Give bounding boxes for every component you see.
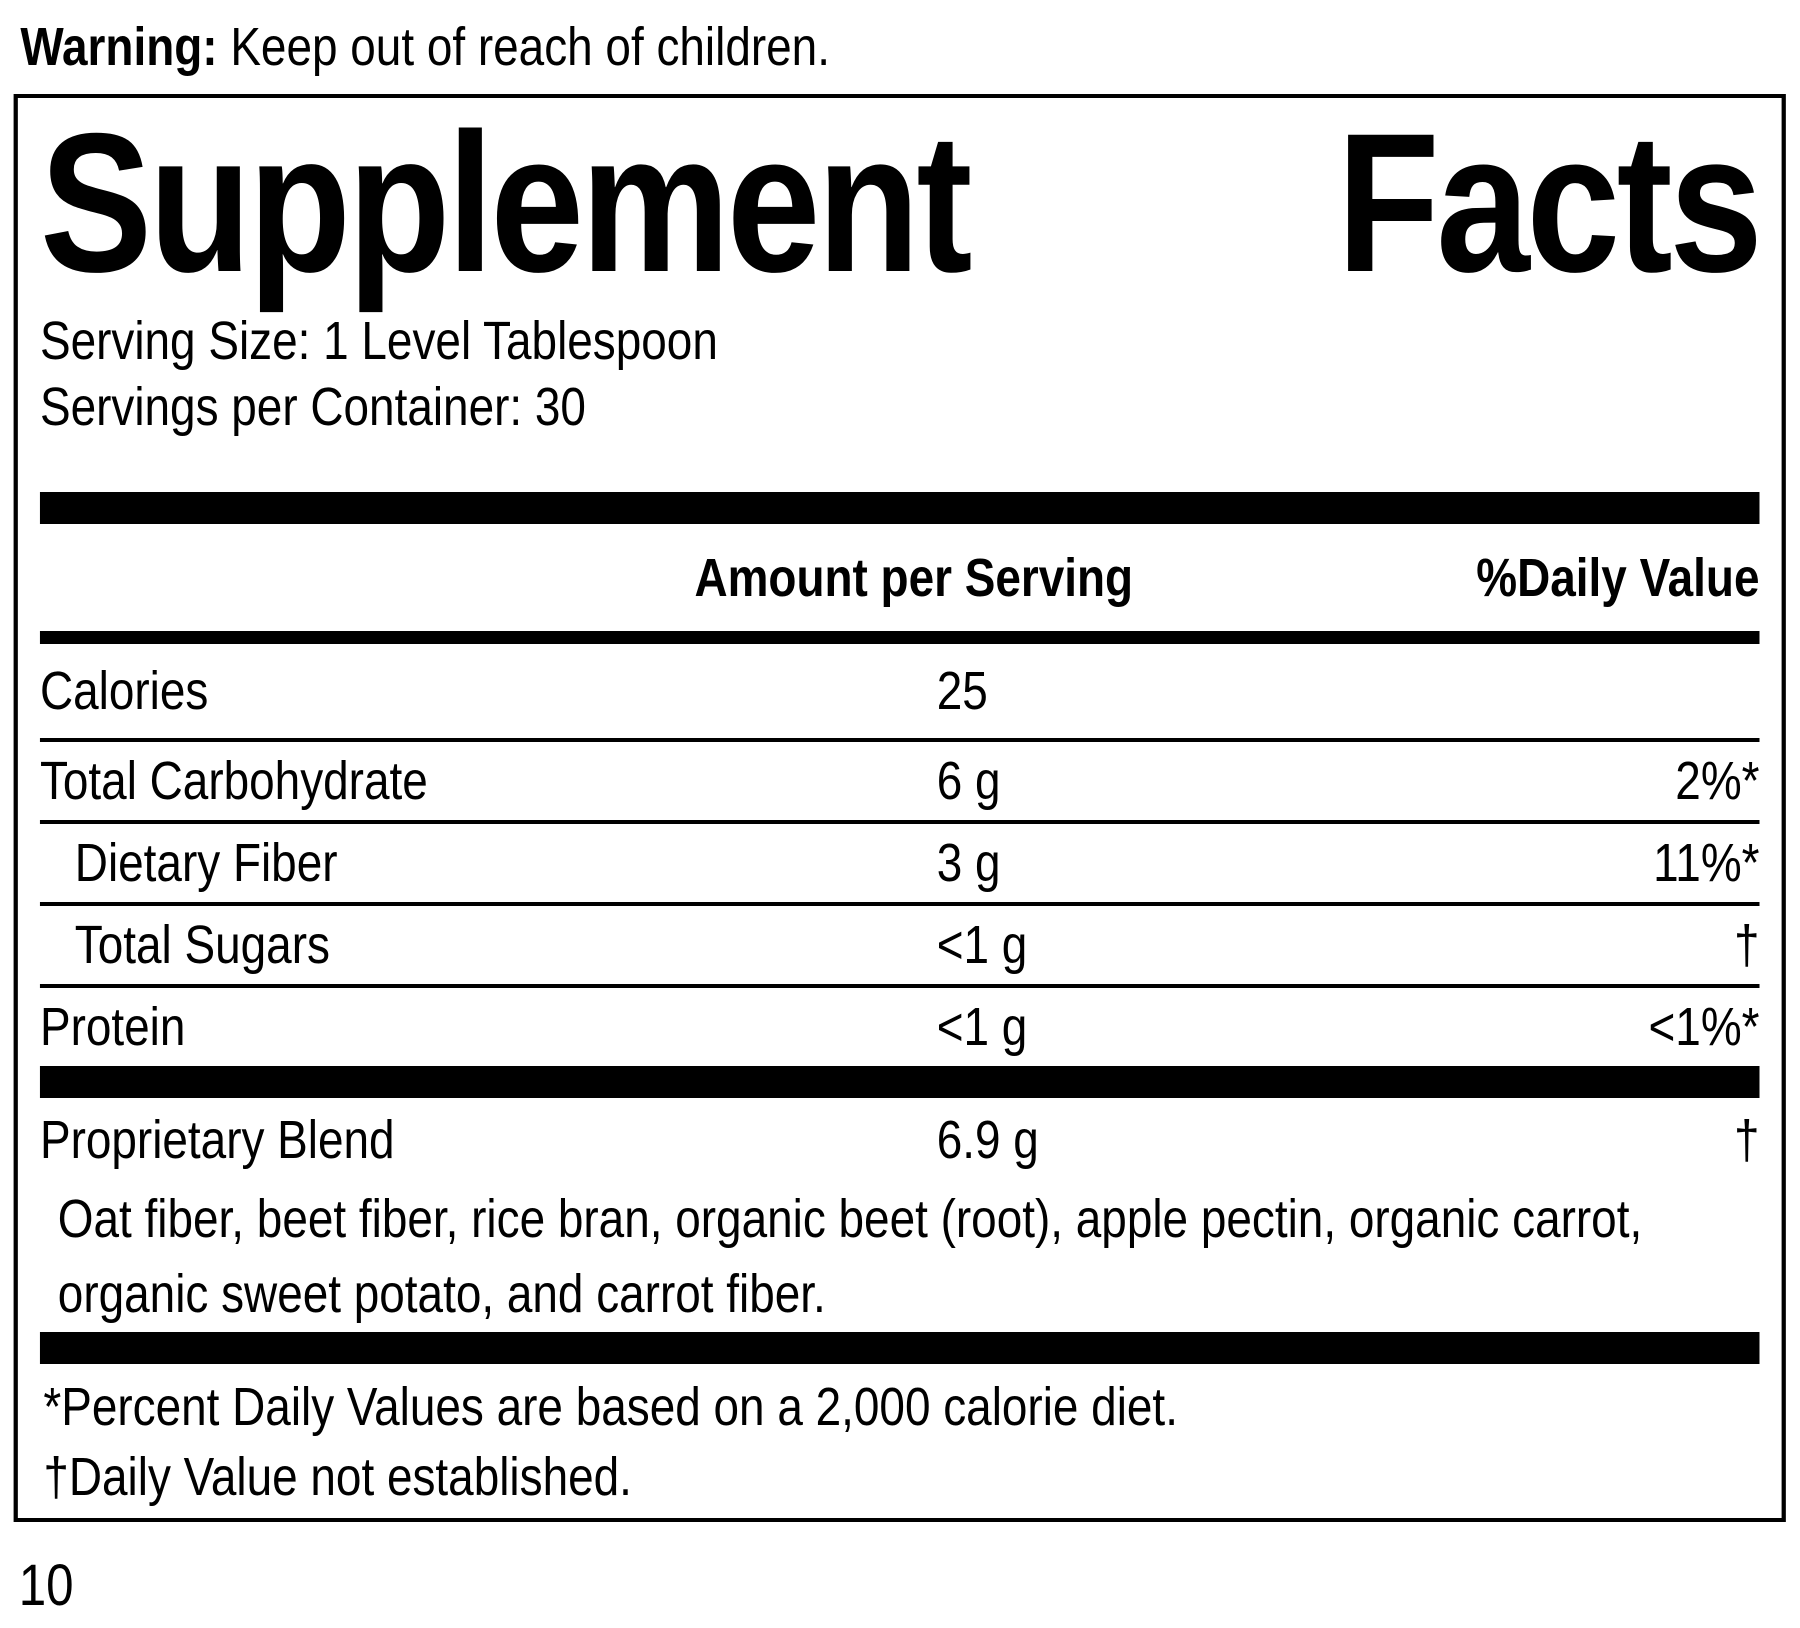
separator-bar-protein — [39, 1066, 1760, 1098]
blend-amount: 6.9 g — [936, 1110, 1039, 1170]
proprietary-blend-row: Proprietary Blend 6.9 g † — [40, 1098, 1760, 1182]
panel-title: Supplement Facts — [39, 92, 1763, 313]
nutrient-name: Dietary Fiber — [74, 833, 338, 893]
nutrient-name: Total Carbohydrate — [39, 751, 428, 811]
serving-info: Serving Size: 1 Level Tablespoon Serving… — [40, 308, 1760, 440]
warning-text: Keep out of reach of children. — [217, 17, 830, 77]
footnote-daily-values: *Percent Daily Values are based on a 2,0… — [43, 1377, 1178, 1437]
nutrient-daily-value: 2%* — [1675, 751, 1760, 811]
blend-daily-value: † — [1733, 1110, 1760, 1170]
row-divider — [39, 738, 1760, 742]
nutrient-daily-value: <1%* — [1648, 997, 1760, 1057]
separator-bar-top — [39, 492, 1760, 524]
row-divider — [39, 984, 1760, 988]
nutrient-amount: <1 g — [936, 997, 1028, 1057]
nutrient-row: Total Sugars <1 g † — [40, 906, 1760, 984]
panel-title-word-1: Supplement — [39, 92, 973, 313]
nutrient-amount: 25 — [936, 661, 988, 721]
footnotes: *Percent Daily Values are based on a 2,0… — [40, 1372, 1760, 1518]
amount-column-header: Amount per Serving — [694, 547, 1134, 608]
warning-label: Warning: — [20, 17, 218, 77]
blend-ingredients: Oat fiber, beet fiber, rice bran, organi… — [57, 1189, 1643, 1324]
nutrient-amount: <1 g — [936, 915, 1028, 975]
nutrient-name: Calories — [39, 661, 209, 721]
nutrient-row: Dietary Fiber 3 g 11%* — [40, 824, 1760, 902]
serving-size: Serving Size: 1 Level Tablespoon — [39, 311, 718, 371]
warning-line: Warning: Keep out of reach of children. — [0, 0, 1800, 78]
nutrient-name: Total Sugars — [74, 915, 330, 975]
nutrient-rows: Calories 25 Total Carbohydrate 6 g 2%* Dietar… — [39, 644, 1760, 1066]
supplement-facts-panel: Supplement Facts Serving Size: 1 Level T… — [13, 92, 1786, 1522]
panel-title-word-2: Facts — [1336, 92, 1763, 313]
nutrient-daily-value: † — [1733, 915, 1760, 975]
nutrient-row: Calories 25 — [40, 644, 1760, 738]
row-divider — [39, 902, 1760, 906]
nutrient-row: Protein <1 g <1%* — [40, 988, 1760, 1066]
servings-per-container: Servings per Container: 30 — [39, 377, 586, 437]
nutrient-amount: 6 g — [936, 751, 1001, 811]
row-divider — [39, 820, 1760, 824]
separator-bar-bottom — [39, 1332, 1760, 1364]
separator-bar-header — [39, 631, 1760, 644]
footnote-dagger: †Daily Value not established. — [43, 1447, 632, 1507]
nutrient-amount: 3 g — [936, 833, 1001, 893]
nutrient-daily-value: 11%* — [1653, 833, 1760, 893]
column-header-row: Amount per Serving %Daily Value — [40, 524, 1760, 631]
daily-value-column-header: %Daily Value — [1476, 547, 1760, 608]
page-number: 10 — [18, 1553, 74, 1618]
blend-name: Proprietary Blend — [39, 1110, 395, 1170]
nutrient-row: Total Carbohydrate 6 g 2%* — [40, 742, 1760, 820]
nutrient-name: Protein — [39, 997, 186, 1057]
